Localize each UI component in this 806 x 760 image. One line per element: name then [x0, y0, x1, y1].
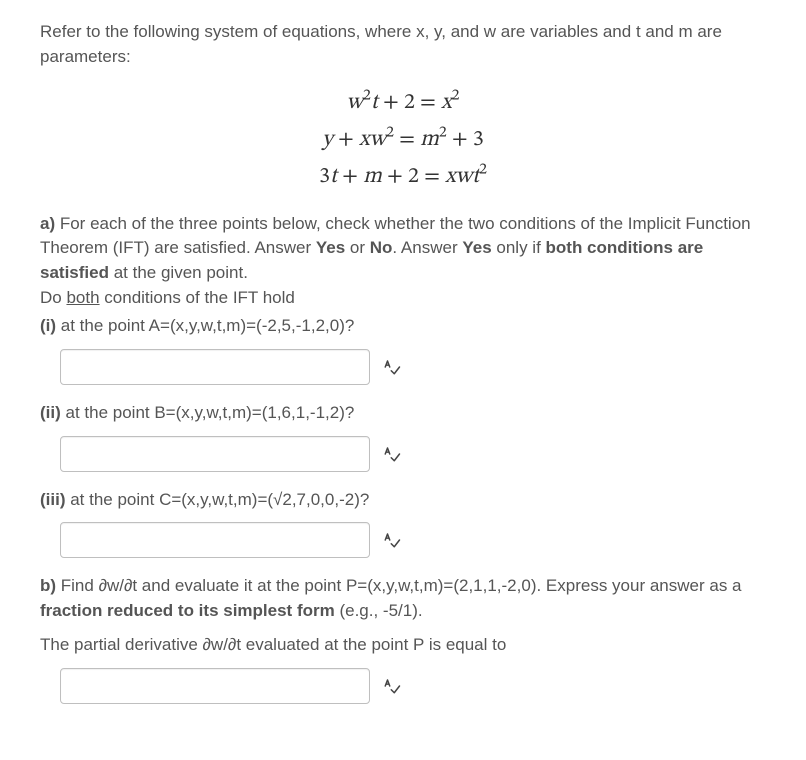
- part-b-line2: The partial derivative ∂w/∂t evaluated a…: [40, 633, 766, 658]
- equation-line-3: 3t + m + 2 = xwt2: [40, 157, 766, 194]
- subquestion-ii-text: at the point B=(x,y,w,t,m)=(1,6,1,-1,2)?: [61, 403, 355, 422]
- part-a-do-underline: both: [66, 288, 99, 307]
- spellcheck-icon[interactable]: [382, 530, 402, 550]
- part-b: b) Find ∂w/∂t and evaluate it at the poi…: [40, 574, 766, 623]
- part-b-after: (e.g., -5/1).: [335, 601, 423, 620]
- subquestion-i-text: at the point A=(x,y,w,t,m)=(-2,5,-1,2,0)…: [56, 316, 354, 335]
- part-a: a) For each of the three points below, c…: [40, 212, 766, 339]
- subquestion-i: (i) at the point A=(x,y,w,t,m)=(-2,5,-1,…: [40, 314, 766, 339]
- spellcheck-icon[interactable]: [382, 357, 402, 377]
- subquestion-iii-label: (iii): [40, 490, 66, 509]
- spellcheck-icon[interactable]: [382, 676, 402, 696]
- input-row-b: [60, 668, 766, 704]
- answer-input-iii[interactable]: [60, 522, 370, 558]
- spellcheck-icon[interactable]: [382, 444, 402, 464]
- input-row-iii: [60, 522, 766, 558]
- part-a-do-pre: Do: [40, 288, 66, 307]
- subquestion-iii-text: at the point C=(x,y,w,t,m)=(√2,7,0,0,-2)…: [66, 490, 370, 509]
- part-a-mid2: . Answer: [392, 238, 462, 257]
- input-row-i: [60, 349, 766, 385]
- subquestion-iii: (iii) at the point C=(x,y,w,t,m)=(√2,7,0…: [40, 488, 766, 513]
- equation-block: w2t + 2 = x2 y + xw2 = m2 + 3 3t + m + 2…: [40, 83, 766, 193]
- part-b-label: b): [40, 576, 56, 595]
- part-a-no1: No: [370, 238, 393, 257]
- input-row-ii: [60, 436, 766, 472]
- subquestion-ii: (ii) at the point B=(x,y,w,t,m)=(1,6,1,-…: [40, 401, 766, 426]
- part-a-yes1: Yes: [316, 238, 345, 257]
- equation-line-2: y + xw2 = m2 + 3: [40, 120, 766, 157]
- part-b-body: Find ∂w/∂t and evaluate it at the point …: [56, 576, 741, 595]
- subquestion-ii-label: (ii): [40, 403, 61, 422]
- equation-line-1: w2t + 2 = x2: [40, 83, 766, 120]
- part-a-afterbold: at the given point.: [109, 263, 248, 282]
- part-a-mid3: only if: [492, 238, 546, 257]
- answer-input-ii[interactable]: [60, 436, 370, 472]
- part-a-do-post: conditions of the IFT hold: [100, 288, 295, 307]
- intro-text: Refer to the following system of equatio…: [40, 20, 766, 69]
- part-a-yes2: Yes: [462, 238, 491, 257]
- part-a-mid1: or: [345, 238, 370, 257]
- subquestion-i-label: (i): [40, 316, 56, 335]
- part-a-label: a): [40, 214, 55, 233]
- answer-input-i[interactable]: [60, 349, 370, 385]
- part-b-bold: fraction reduced to its simplest form: [40, 601, 335, 620]
- answer-input-b[interactable]: [60, 668, 370, 704]
